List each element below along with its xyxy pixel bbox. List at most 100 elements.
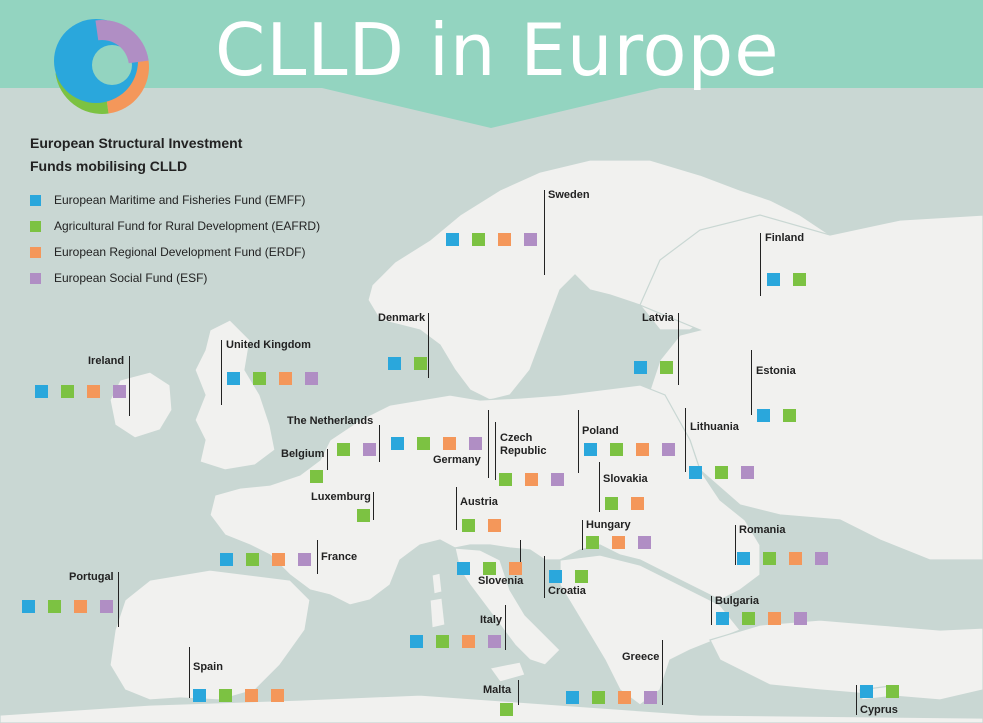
legend-label: Agricultural Fund for Rural Development … [54,219,321,233]
esf-fund-square [551,473,564,486]
legend-item-emff: European Maritime and Fisheries Fund (EM… [30,193,305,207]
leader-line [856,685,857,715]
erdf-fund-square [462,635,475,648]
esf-fund-square [644,691,657,704]
country-label: Romania [739,524,786,536]
clld-logo [54,19,149,114]
eafrd-fund-square [219,689,232,702]
eafrd-fund-square [763,552,776,565]
erdf-fund-square [279,372,292,385]
eafrd-fund-square [462,519,475,532]
page-title: CLLD in Europe [215,8,780,92]
country-label: Hungary [586,519,631,531]
eafrd-fund-square [414,357,427,370]
leader-line [488,410,489,478]
leader-line [221,340,222,405]
esf-fund-square [363,443,376,456]
country-label: Portugal [69,571,114,583]
erdf-fund-square [631,497,644,510]
country-label: Luxemburg [311,491,371,503]
emff-fund-square [391,437,404,450]
leader-line [495,422,496,480]
legend-item-esf: European Social Fund (ESF) [30,271,207,285]
country-label: Finland [765,232,805,244]
esf-fund-square [741,466,754,479]
leader-line [662,640,663,705]
legend-heading-line1: European Structural Investment [30,135,243,151]
esf-fund-square [815,552,828,565]
eafrd-fund-square [886,685,899,698]
leader-line [751,350,752,415]
emff-fund-square [689,466,702,479]
sicily-landmass [488,661,526,683]
country-label: Slovakia [603,473,648,485]
esf-fund-square [298,553,311,566]
leader-line [373,492,374,520]
eafrd-fund-square [605,497,618,510]
emff-fund-square [220,553,233,566]
country-label: Belgium [281,448,325,460]
leader-line [505,605,506,650]
emff-fund-square [227,372,240,385]
italy-landmass [454,547,561,666]
leader-line [379,425,380,462]
emff-swatch [30,194,41,206]
erdf-fund-square [245,689,258,702]
esf-fund-square [100,600,113,613]
leader-line [456,487,457,530]
leader-line [582,520,583,550]
country-label: Germany [433,454,481,466]
esf-fund-square [524,233,537,246]
sardinia-landmass [429,597,446,629]
leader-line [544,190,545,275]
eafrd-fund-square [742,612,755,625]
eafrd-fund-square [586,536,599,549]
country-label: Spain [193,661,223,673]
country-label: Austria [460,496,498,508]
country-label: United Kingdom [226,339,311,351]
emff-fund-square [584,443,597,456]
erdf-fund-square [509,562,522,575]
eafrd-fund-square [337,443,350,456]
eafrd-fund-square [499,473,512,486]
turkey-landmass [709,619,983,701]
country-label: Sweden [548,189,590,201]
eafrd-fund-square [48,600,61,613]
eafrd-fund-square [483,562,496,575]
legend-label: European Social Fund (ESF) [54,271,208,285]
country-label: Croatia [548,585,586,597]
eafrd-fund-square [253,372,266,385]
eafrd-fund-square [783,409,796,422]
erdf-fund-square [498,233,511,246]
eafrd-swatch [30,220,41,232]
eafrd-fund-square [592,691,605,704]
emff-fund-square [566,691,579,704]
country-label: Denmark [378,312,426,324]
leader-line [578,410,579,473]
erdf-fund-square [618,691,631,704]
emff-fund-square [22,600,35,613]
erdf-fund-square [768,612,781,625]
erdf-fund-square [272,553,285,566]
country-label: France [321,551,358,563]
eafrd-fund-square [610,443,623,456]
eafrd-fund-square [417,437,430,450]
country-label: Cyprus [860,704,898,716]
erdf-fund-square [74,600,87,613]
country-label: Czech Republic [500,432,547,457]
country-label: Greece [622,651,660,663]
iberia-landmass [109,569,311,701]
leader-line [129,356,130,416]
leader-line [317,540,318,574]
erdf-fund-square [612,536,625,549]
balkans-landmass [559,554,741,706]
britain-landmass [194,319,276,471]
erdf-fund-square [789,552,802,565]
corsica-landmass [431,572,443,595]
leader-line [327,449,328,470]
central-europe-landmass [209,384,761,606]
legend-heading: European Structural Investment Funds mob… [30,132,242,178]
africa-landmass [0,694,983,723]
emff-fund-square [410,635,423,648]
emff-fund-square [860,685,873,698]
